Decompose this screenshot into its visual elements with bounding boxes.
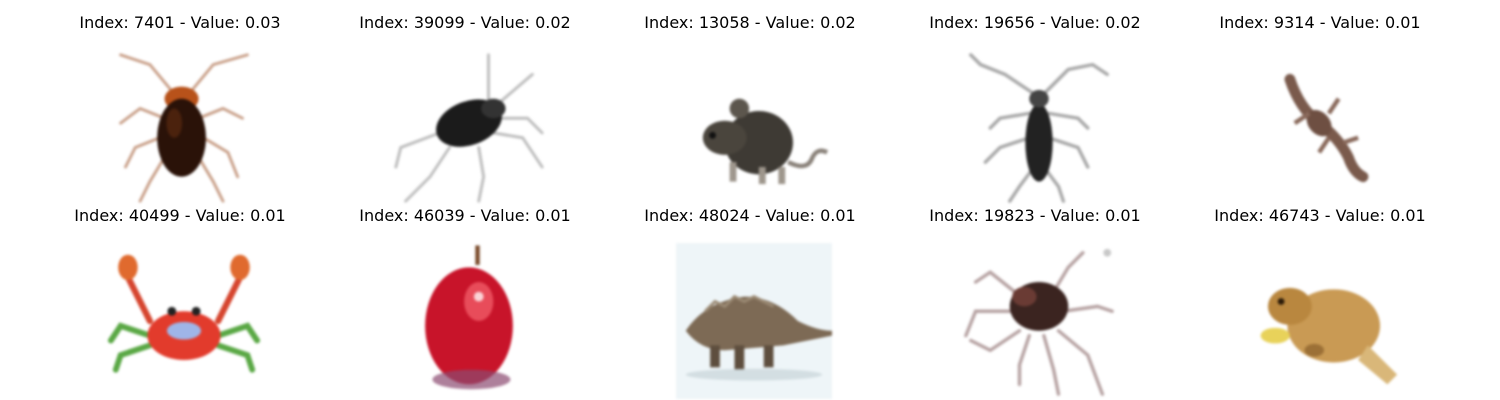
cockroach-image — [106, 50, 262, 206]
cell-title: Index: 19823 - Value: 0.01 — [929, 206, 1141, 225]
cell-title: Index: 9314 - Value: 0.01 — [1219, 13, 1421, 32]
crab-image — [106, 243, 262, 399]
grid-cell-6: Index: 40499 - Value: 0.01 — [40, 207, 320, 397]
cell-title: Index: 39099 - Value: 0.02 — [359, 13, 571, 32]
grid-cell-5: Index: 9314 - Value: 0.01 — [1180, 14, 1460, 204]
grid-cell-4: Index: 19656 - Value: 0.02 — [895, 14, 1175, 204]
lizard-image — [1246, 50, 1402, 206]
grid-cell-8: Index: 48024 - Value: 0.01 — [610, 206, 890, 399]
cell-title: Index: 48024 - Value: 0.01 — [644, 206, 856, 225]
beaver-image — [1246, 243, 1402, 399]
dinosaur-image — [676, 243, 832, 399]
cell-title: Index: 13058 - Value: 0.02 — [644, 13, 856, 32]
cell-title: Index: 7401 - Value: 0.03 — [79, 13, 281, 32]
cell-title: Index: 46743 - Value: 0.01 — [1214, 206, 1426, 225]
cell-title: Index: 40499 - Value: 0.01 — [74, 206, 286, 225]
grid-cell-1: Index: 7401 - Value: 0.03 — [40, 14, 320, 204]
cell-title: Index: 46039 - Value: 0.01 — [359, 206, 571, 225]
grid-cell-10: Index: 46743 - Value: 0.01 — [1180, 207, 1460, 397]
mouse-image — [676, 50, 832, 206]
spider-image — [961, 243, 1117, 399]
longhorn-beetle-image — [961, 50, 1117, 206]
apple-image — [391, 243, 547, 399]
grid-cell-7: Index: 46039 - Value: 0.01 — [325, 207, 605, 397]
grid-cell-2: Index: 39099 - Value: 0.02 — [325, 14, 605, 204]
grid-cell-3: Index: 13058 - Value: 0.02 — [610, 14, 890, 204]
grid-cell-9: Index: 19823 - Value: 0.01 — [895, 207, 1175, 397]
beetle-image — [391, 50, 547, 206]
cell-title: Index: 19656 - Value: 0.02 — [929, 13, 1141, 32]
